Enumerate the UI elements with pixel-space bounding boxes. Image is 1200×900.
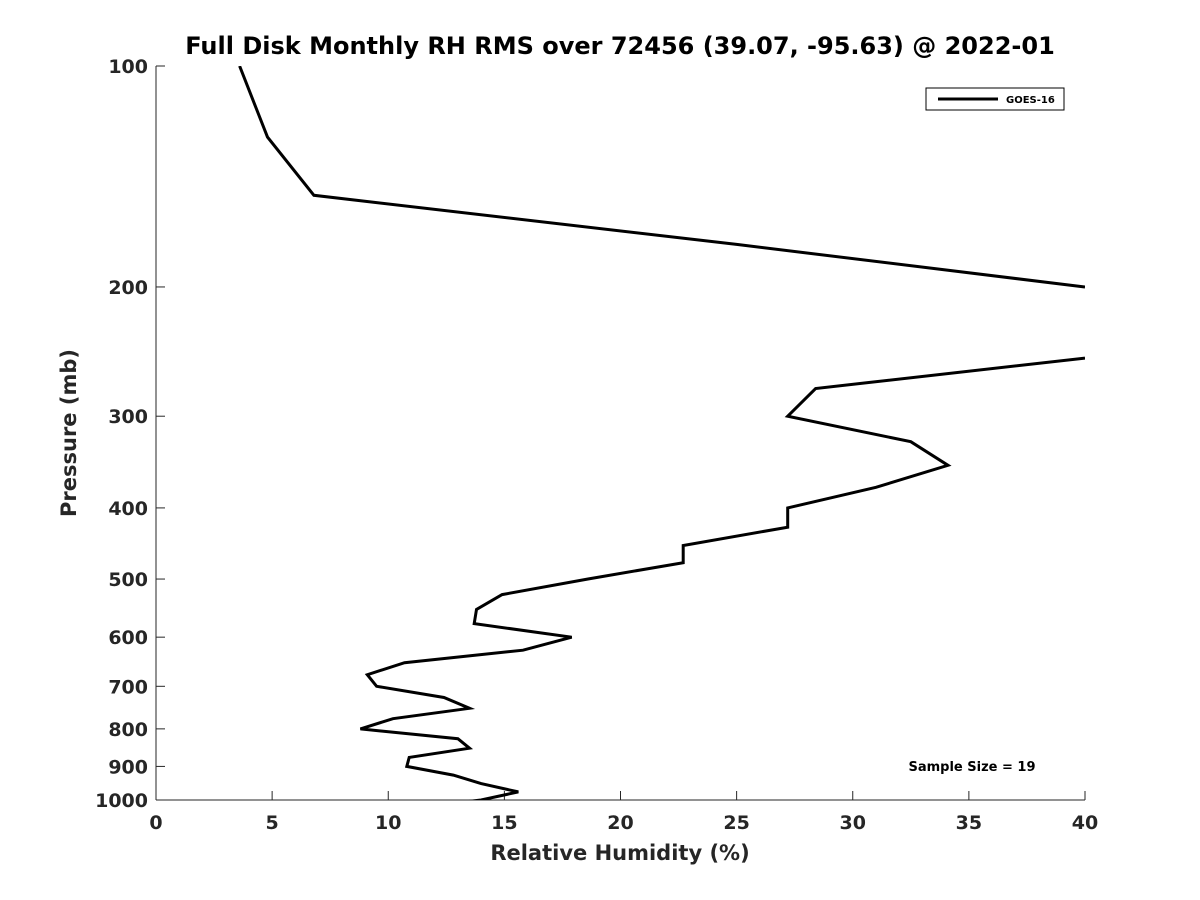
- chart-title: Full Disk Monthly RH RMS over 72456 (39.…: [185, 32, 1055, 60]
- sample-size-annotation: Sample Size = 19: [908, 760, 1035, 775]
- y-tick-label: 700: [108, 676, 148, 698]
- x-tick-label: 25: [723, 812, 749, 834]
- x-tick-label: 0: [149, 812, 162, 834]
- y-tick-label: 900: [108, 756, 148, 778]
- y-tick-label: 300: [108, 406, 148, 428]
- series-goes-16-line-segment: [359, 356, 1085, 800]
- x-tick-label: 10: [375, 812, 401, 834]
- legend: GOES-16: [925, 87, 1065, 111]
- x-tick-label: 20: [607, 812, 633, 834]
- x-tick-label: 35: [956, 812, 982, 834]
- y-axis-ticks: 100 200 300 400 500 600 700 800 900 1000: [95, 56, 165, 812]
- y-tick-label: 200: [108, 277, 148, 299]
- y-axis-label: Pressure (mb): [57, 349, 81, 517]
- series-layer: [238, 66, 1085, 800]
- x-tick-label: 40: [1072, 812, 1098, 834]
- series-goes-16-line-segment: [238, 66, 1085, 289]
- x-axis-ticks: 0 5 10 15 20 25 30 35 40: [149, 791, 1098, 834]
- y-tick-label: 600: [108, 627, 148, 649]
- y-tick-label: 500: [108, 569, 148, 591]
- legend-entry-goes-16: GOES-16: [1006, 95, 1055, 106]
- y-tick-label: 1000: [95, 790, 148, 812]
- x-tick-label: 15: [491, 812, 517, 834]
- x-axis-label: Relative Humidity (%): [490, 841, 749, 865]
- y-tick-label: 800: [108, 719, 148, 741]
- y-tick-label: 400: [108, 498, 148, 520]
- x-tick-label: 5: [266, 812, 279, 834]
- plot-axes: [155, 66, 1085, 801]
- x-tick-label: 30: [840, 812, 866, 834]
- y-tick-label: 100: [108, 56, 148, 78]
